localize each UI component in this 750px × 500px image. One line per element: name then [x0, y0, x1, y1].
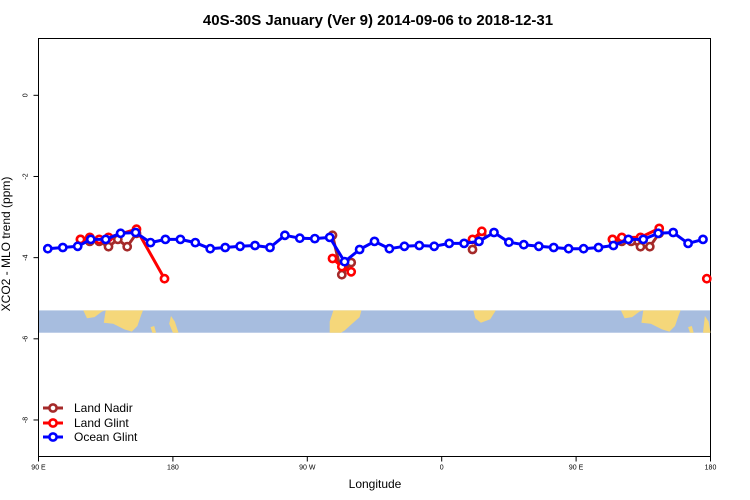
data-point-ocean-glint-0-16	[279, 230, 290, 241]
legend: Land Nadir Land Glint Ocean Glint	[43, 401, 138, 444]
data-point-ocean-glint-0-0	[42, 243, 53, 254]
data-point-ocean-glint-0-42	[668, 227, 679, 238]
data-point-ocean-glint-0-1	[57, 242, 68, 253]
data-point-ocean-glint-0-43	[683, 238, 693, 249]
x-axis: 90 E 180 90 W 0 90 E 180	[31, 456, 717, 472]
data-point-ocean-glint-0-27	[444, 238, 455, 249]
data-point-ocean-glint-0-15	[265, 242, 275, 253]
y-tick-label-4: -8	[23, 417, 30, 423]
data-point-ocean-glint-0-4	[100, 234, 111, 245]
new-zealand-land-2	[703, 316, 711, 333]
data-point-ocean-glint-0-24	[399, 241, 410, 252]
data-point-ocean-glint-0-32	[518, 239, 529, 250]
data-point-ocean-glint-0-36	[578, 243, 589, 254]
legend-item-land-glint: Land Glint	[43, 416, 129, 430]
legend-item-ocean-glint: Ocean Glint	[43, 430, 138, 444]
data-point-land-nadir-1-1	[336, 269, 347, 280]
y-tick-label-1: -2	[23, 173, 30, 179]
tasmania-land-2	[688, 326, 694, 333]
data-point-ocean-glint-0-8	[160, 234, 171, 245]
data-point-ocean-glint-0-31	[503, 237, 514, 248]
data-point-ocean-glint-0-30	[489, 227, 499, 238]
data-point-ocean-glint-0-5	[115, 228, 126, 239]
data-point-ocean-glint-0-22	[369, 236, 380, 247]
new-zealand-land	[169, 316, 179, 333]
ocean-band	[39, 310, 710, 333]
y-tick-label-0: 0	[23, 93, 30, 97]
data-point-ocean-glint-0-17	[294, 233, 305, 244]
data-point-ocean-glint-0-28	[459, 238, 469, 249]
map-band	[39, 310, 711, 333]
data-point-land-glint-4-0	[701, 273, 712, 284]
south-america-land	[329, 310, 362, 333]
legend-marker-land-nadir	[48, 403, 58, 413]
data-point-land-nadir-3-4	[644, 241, 655, 252]
data-point-ocean-glint-0-44	[698, 234, 708, 245]
data-point-ocean-glint-0-21	[354, 244, 365, 255]
data-point-ocean-glint-0-39	[623, 234, 634, 245]
x-tick-label-3: 0	[440, 465, 444, 472]
y-tick-label-2: -4	[23, 254, 30, 260]
data-point-ocean-glint-0-13	[235, 241, 245, 252]
series-ocean-glint	[42, 227, 708, 267]
x-tick-label-2: 90 W	[299, 465, 316, 472]
data-point-ocean-glint-0-41	[653, 228, 664, 239]
data-point-ocean-glint-0-26	[429, 241, 440, 252]
legend-marker-ocean-glint	[48, 432, 58, 442]
y-axis-label: XCO2 - MLO trend (ppm)	[0, 177, 13, 312]
data-point-ocean-glint-0-34	[548, 242, 559, 253]
data-point-land-glint-1-0	[327, 253, 338, 264]
legend-marker-land-glint	[48, 418, 58, 428]
y-tick-label-3: -6	[23, 336, 30, 342]
x-tick-label-1: 180	[167, 465, 179, 472]
data-point-ocean-glint-0-37	[593, 242, 604, 253]
y-axis: 0 -2 -4 -6 -8	[23, 93, 39, 423]
chart-title: 40S-30S January (Ver 9) 2014-09-06 to 20…	[203, 12, 553, 29]
data-point-land-nadir-0-5	[122, 241, 133, 252]
data-point-ocean-glint-0-38	[608, 240, 619, 251]
australia-land-2	[620, 310, 681, 332]
data-point-ocean-glint-0-40	[638, 234, 649, 245]
legend-label-ocean-glint: Ocean Glint	[74, 430, 138, 444]
data-point-ocean-glint-0-19	[324, 232, 335, 243]
africa-land	[473, 310, 496, 323]
data-point-ocean-glint-0-33	[533, 241, 544, 252]
legend-label-land-glint: Land Glint	[74, 416, 129, 430]
series-land-glint	[75, 223, 712, 284]
data-point-land-glint-2-1	[476, 226, 487, 237]
data-point-ocean-glint-0-11	[205, 243, 216, 254]
tasmania-land	[150, 326, 157, 333]
data-point-ocean-glint-0-35	[563, 243, 574, 254]
data-point-ocean-glint-0-10	[190, 237, 201, 248]
data-point-ocean-glint-0-6	[130, 227, 141, 238]
data-point-ocean-glint-0-25	[414, 240, 425, 251]
data-point-land-nadir-2-0	[467, 244, 478, 255]
data-point-ocean-glint-0-23	[384, 243, 395, 254]
data-point-land-glint-0-5	[159, 273, 170, 284]
data-point-land-glint-1-2	[346, 266, 357, 277]
data-point-ocean-glint-0-2	[72, 241, 83, 252]
series-layer	[42, 223, 712, 284]
data-point-ocean-glint-0-14	[250, 240, 260, 251]
australia-land	[83, 310, 143, 332]
x-tick-label-0: 90 E	[31, 465, 46, 472]
legend-label-land-nadir: Land Nadir	[74, 401, 133, 415]
data-point-ocean-glint-0-9	[175, 234, 186, 245]
data-point-ocean-glint-0-12	[220, 242, 231, 253]
data-point-ocean-glint-0-7	[145, 237, 156, 248]
x-tick-label-5: 180	[705, 465, 717, 472]
data-point-ocean-glint-0-3	[85, 234, 96, 245]
x-axis-label: Longitude	[349, 477, 402, 491]
x-tick-label-4: 90 E	[569, 465, 584, 472]
data-point-ocean-glint-0-18	[309, 233, 320, 244]
data-point-ocean-glint-0-29	[474, 236, 484, 247]
plot-frame	[38, 38, 711, 457]
data-point-ocean-glint-0-20	[339, 256, 350, 267]
legend-item-land-nadir: Land Nadir	[43, 401, 133, 415]
